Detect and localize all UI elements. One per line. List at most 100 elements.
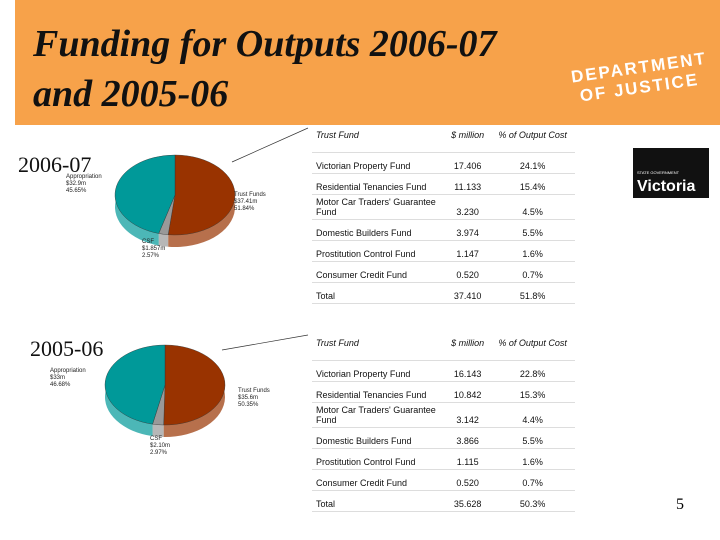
pie-label: 46.68% — [50, 382, 71, 388]
pie-slice — [114, 154, 176, 234]
table-row: Prostitution Control Fund 1.147 1.6% — [312, 240, 575, 262]
pie-label: CSF — [142, 239, 154, 245]
table-cell: Total — [312, 490, 445, 512]
table-cell: Trust Fund — [312, 118, 445, 153]
table-row: Consumer Credit Fund 0.520 0.7% — [312, 261, 575, 283]
title: and 2005-06 — [33, 73, 229, 115]
pie-label: $32.9m — [66, 181, 86, 187]
pie-label: Appropriation — [66, 174, 102, 180]
table-cell: Victorian Property Fund — [312, 360, 445, 382]
table-cell: Victorian Property Fund — [312, 152, 445, 174]
table-row: Trust Fund $ million% of Output Cost — [312, 118, 575, 153]
header-band — [15, 0, 720, 125]
table-cell: 3.866 — [445, 427, 491, 449]
table-row: Total 35.628 50.3% — [312, 490, 575, 512]
table-row: Motor Car Traders' Guarantee Fund 3.142 4.… — [312, 402, 575, 428]
table-cell: 11.133 — [445, 173, 491, 195]
table-cell: 35.628 — [445, 490, 491, 512]
table-cell: 24.1% — [490, 152, 575, 174]
table-cell: 3.230 — [445, 194, 491, 220]
table-cell: 3.974 — [445, 219, 491, 241]
table-cell: 1.6% — [490, 448, 575, 470]
pie-slice-side — [158, 233, 169, 247]
logo-small: STATE GOVERNMENT — [637, 170, 680, 175]
table-cell: 5.5% — [490, 219, 575, 241]
table-cell: 0.7% — [490, 261, 575, 283]
table-cell: 0.7% — [490, 469, 575, 491]
title: Funding for Outputs 2006-07 — [33, 23, 497, 65]
table-cell: 4.4% — [490, 402, 575, 428]
table-cell: Motor Car Traders' Guarantee Fund — [312, 194, 445, 220]
table-cell: 1.147 — [445, 240, 491, 262]
table-row: Prostitution Control Fund 1.115 1.6% — [312, 448, 575, 470]
table-cell: 10.842 — [445, 381, 491, 403]
pie-slice — [104, 344, 166, 425]
table-cell: 5.5% — [490, 427, 575, 449]
pie-label: $35.6m — [238, 395, 258, 401]
table-cell: 1.6% — [490, 240, 575, 262]
table-cell: Prostitution Control Fund — [312, 448, 445, 470]
pie-label: Trust Funds — [238, 388, 270, 394]
table-cell: Domestic Builders Fund — [312, 219, 445, 241]
pie-label: 51.84% — [234, 206, 255, 212]
table-cell: 22.8% — [490, 360, 575, 382]
table-cell: Residential Tenancies Fund — [312, 173, 445, 195]
year-label: 2005-06 — [30, 336, 104, 361]
pie-label: $33m — [50, 375, 65, 381]
table-cell: 4.5% — [490, 194, 575, 220]
funding-table: Trust Fund $ million% of Output Cost Victo… — [312, 326, 575, 512]
table-cell: Residential Tenancies Fund — [312, 381, 445, 403]
table-cell: 37.410 — [445, 282, 491, 304]
year-label: 2006-07 — [18, 152, 92, 177]
pie-label: $37.41m — [234, 199, 257, 205]
pie-slice — [167, 154, 236, 236]
funding-table: Trust Fund $ million% of Output Cost Victo… — [312, 118, 575, 304]
table-cell: % of Output Cost — [490, 118, 575, 153]
pie-label: 45.65% — [66, 188, 87, 194]
logo-text: Victoria — [637, 178, 696, 195]
table-cell: Total — [312, 282, 445, 304]
pie-slice — [163, 344, 226, 426]
table-row: Domestic Builders Fund 3.866 5.5% — [312, 427, 575, 449]
table-row: Victorian Property Fund 17.406 24.1% — [312, 152, 575, 174]
table-cell: 1.115 — [445, 448, 491, 470]
leader-line — [221, 334, 309, 351]
pie-label: Trust Funds — [234, 192, 266, 198]
pie-slice-side — [152, 424, 164, 437]
table-row: Total 37.410 51.8% — [312, 282, 575, 304]
table-cell: Consumer Credit Fund — [312, 469, 445, 491]
table-cell: 17.406 — [445, 152, 491, 174]
leader-line — [231, 127, 309, 163]
table-cell: 16.143 — [445, 360, 491, 382]
table-row: Victorian Property Fund 16.143 22.8% — [312, 360, 575, 382]
table-cell: Trust Fund — [312, 326, 445, 361]
table-cell: Motor Car Traders' Guarantee Fund — [312, 402, 445, 428]
table-cell: Prostitution Control Fund — [312, 240, 445, 262]
table-row: Trust Fund $ million% of Output Cost — [312, 326, 575, 361]
table-cell: 15.4% — [490, 173, 575, 195]
table-row: Residential Tenancies Fund 10.842 15.3% — [312, 381, 575, 403]
pie-label: $1.857m — [142, 246, 165, 252]
table-cell: $ million — [445, 326, 491, 361]
table-row: Domestic Builders Fund 3.974 5.5% — [312, 219, 575, 241]
table-cell: 50.3% — [490, 490, 575, 512]
table-row: Residential Tenancies Fund 11.133 15.4% — [312, 173, 575, 195]
table-cell: Domestic Builders Fund — [312, 427, 445, 449]
table-cell: $ million — [445, 118, 491, 153]
table-cell: Consumer Credit Fund — [312, 261, 445, 283]
logo: STATE GOVERNMENT Victoria — [633, 148, 709, 198]
pie-label: 2.57% — [142, 253, 160, 259]
table-row: Motor Car Traders' Guarantee Fund 3.230 4.… — [312, 194, 575, 220]
table-cell: 0.520 — [445, 261, 491, 283]
table-cell: 0.520 — [445, 469, 491, 491]
table-cell: 3.142 — [445, 402, 491, 428]
pie-label: Appropriation — [50, 368, 86, 374]
pie-label: $2.10m — [150, 443, 170, 449]
pie-label: CSF — [150, 436, 162, 442]
table-cell: 15.3% — [490, 381, 575, 403]
table-cell: 51.8% — [490, 282, 575, 304]
table-cell: % of Output Cost — [490, 326, 575, 361]
